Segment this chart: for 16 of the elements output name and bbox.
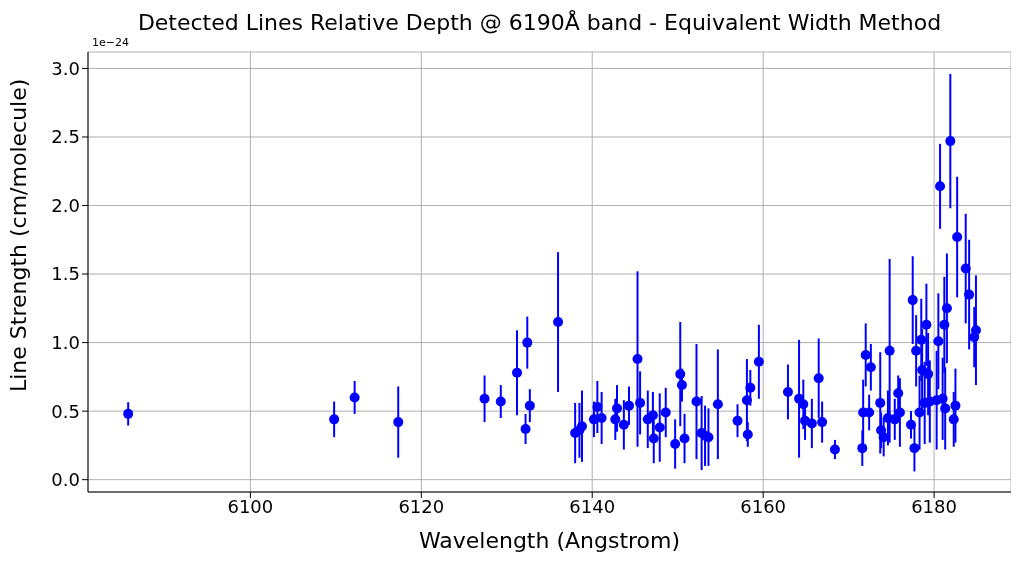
y-axis-title: Line Strength (cm/molecule) [5, 78, 31, 392]
x-tick-label: 6100 [227, 495, 274, 517]
chart-title: Detected Lines Relative Depth @ 6190Å band - Equivalent Width Method [137, 10, 942, 35]
y-tick-label: 3.0 [51, 57, 80, 79]
x-axis-title: Wavelength (Angstrom) [418, 528, 681, 553]
y-tick-label: 2.5 [51, 126, 80, 148]
x-tick-label: 6180 [911, 495, 957, 517]
y-tick-label: 0.5 [51, 400, 80, 422]
y-tick-label: 0.0 [51, 469, 80, 491]
x-tick-label: 6140 [569, 495, 616, 517]
y-tick-label: 1.5 [51, 263, 80, 285]
x-tick-label: 6160 [740, 495, 787, 517]
y-tick-label: 2.0 [51, 194, 80, 216]
text: 1e−24 [92, 36, 129, 49]
x-tick-label: 6120 [398, 495, 445, 517]
y-tick-label: 1.0 [51, 331, 80, 353]
